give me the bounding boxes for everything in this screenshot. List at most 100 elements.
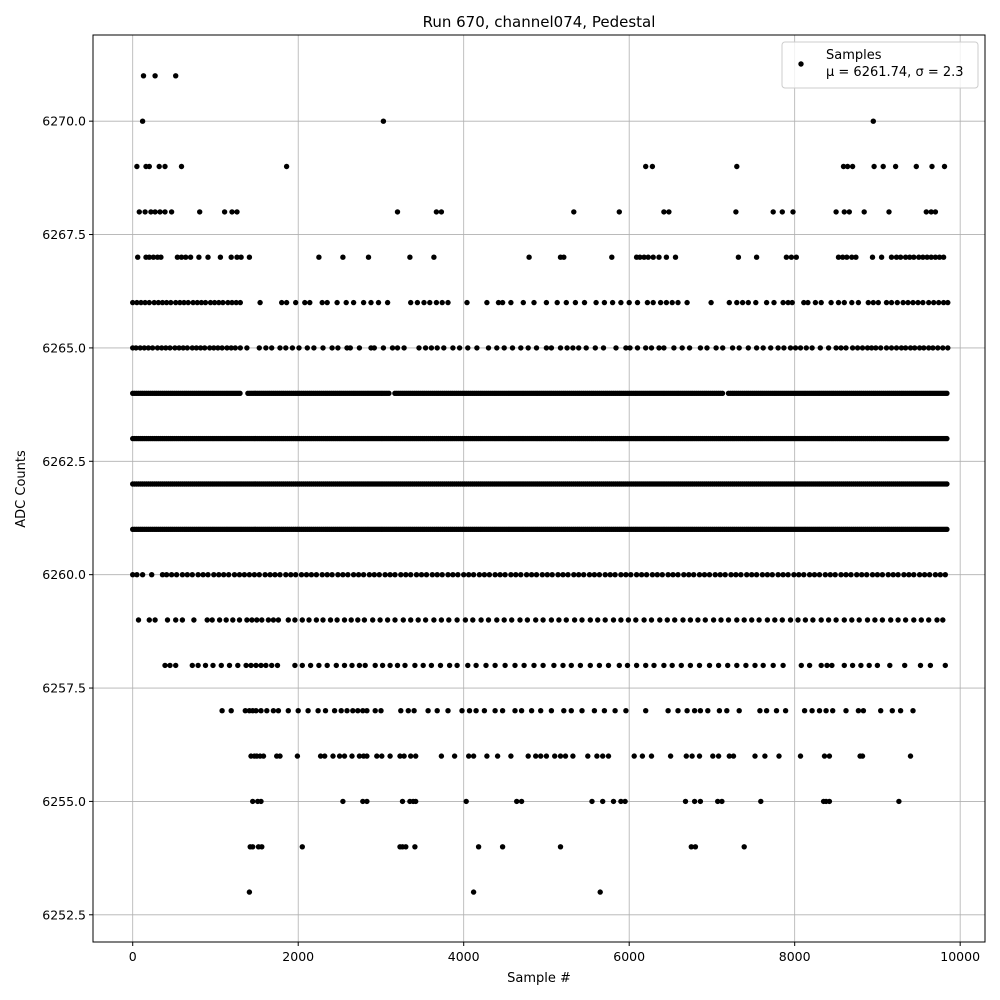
data-point	[729, 345, 736, 351]
data-point	[841, 617, 847, 623]
data-point	[345, 572, 351, 578]
data-point	[371, 345, 377, 351]
data-point	[555, 572, 561, 578]
data-point	[320, 617, 326, 623]
data-point	[376, 572, 382, 578]
data-point	[809, 708, 815, 714]
data-point	[783, 254, 790, 260]
data-point	[792, 345, 799, 351]
data-point	[841, 662, 847, 669]
data-point	[738, 572, 744, 578]
data-point	[932, 572, 939, 578]
data-point	[499, 708, 506, 714]
data-point	[741, 844, 747, 850]
data-point	[717, 572, 723, 578]
data-point	[833, 617, 839, 623]
data-point	[855, 708, 862, 714]
data-point	[570, 753, 576, 759]
data-point	[866, 662, 872, 669]
data-point	[235, 662, 241, 669]
data-point	[202, 662, 209, 669]
data-point	[595, 617, 601, 623]
data-point	[481, 708, 488, 714]
data-point	[618, 572, 624, 578]
data-point	[756, 617, 762, 623]
data-point	[830, 708, 836, 714]
data-point	[825, 617, 832, 623]
data-point	[439, 572, 445, 578]
data-point	[916, 254, 922, 260]
data-point	[725, 617, 732, 623]
x-tick-label: 6000	[613, 949, 645, 964]
data-point	[787, 345, 794, 351]
data-point	[145, 345, 152, 351]
data-point	[445, 299, 451, 306]
data-point	[466, 572, 472, 578]
data-point	[911, 572, 917, 578]
data-point	[627, 345, 633, 351]
data-point	[565, 572, 571, 578]
data-point	[718, 617, 724, 623]
data-point	[374, 753, 380, 759]
data-point	[382, 572, 388, 578]
data-point	[162, 662, 168, 669]
data-point	[675, 708, 681, 714]
data-point	[926, 299, 932, 306]
data-point	[135, 254, 141, 260]
data-point	[916, 572, 923, 578]
data-point	[568, 662, 574, 669]
data-point	[634, 299, 641, 306]
data-point	[254, 617, 260, 623]
data-point	[197, 345, 204, 351]
data-point	[173, 617, 179, 623]
data-point	[548, 617, 555, 623]
data-point	[236, 572, 243, 578]
x-tick-label: 4000	[448, 949, 480, 964]
data-point	[260, 753, 267, 759]
data-point	[936, 254, 943, 260]
data-point	[159, 572, 166, 578]
data-point	[378, 708, 384, 714]
data-point	[205, 572, 211, 578]
data-point	[622, 798, 628, 805]
data-point	[864, 572, 870, 578]
data-point	[256, 572, 262, 578]
data-point	[597, 889, 603, 895]
data-point	[593, 299, 599, 306]
data-point	[722, 572, 728, 578]
data-point	[822, 572, 828, 578]
data-point	[892, 163, 899, 170]
data-point	[256, 345, 262, 351]
data-point	[277, 345, 283, 351]
data-point	[244, 617, 250, 623]
x-tick-label: 0	[129, 949, 137, 964]
data-point	[237, 345, 243, 351]
data-point	[568, 708, 574, 714]
data-point	[283, 299, 290, 306]
data-point	[334, 299, 340, 306]
data-point	[303, 572, 310, 578]
data-point	[360, 299, 367, 306]
data-point	[878, 254, 885, 260]
data-point	[195, 662, 201, 669]
data-point	[775, 572, 781, 578]
data-point	[226, 572, 232, 578]
data-point	[272, 572, 278, 578]
data-point	[680, 617, 686, 623]
data-point	[888, 345, 895, 351]
data-point	[571, 209, 577, 215]
data-point	[244, 345, 250, 351]
data-point	[438, 209, 445, 215]
y-tick-label: 6257.5	[42, 681, 86, 696]
data-point	[651, 662, 657, 669]
data-point	[190, 299, 196, 306]
data-point	[785, 572, 791, 578]
data-point	[628, 572, 634, 578]
data-point	[181, 299, 187, 306]
data-point	[338, 708, 344, 714]
data-point	[691, 572, 697, 578]
data-point	[650, 254, 656, 260]
data-point	[148, 209, 154, 215]
data-point	[878, 708, 884, 714]
data-point	[423, 572, 430, 578]
